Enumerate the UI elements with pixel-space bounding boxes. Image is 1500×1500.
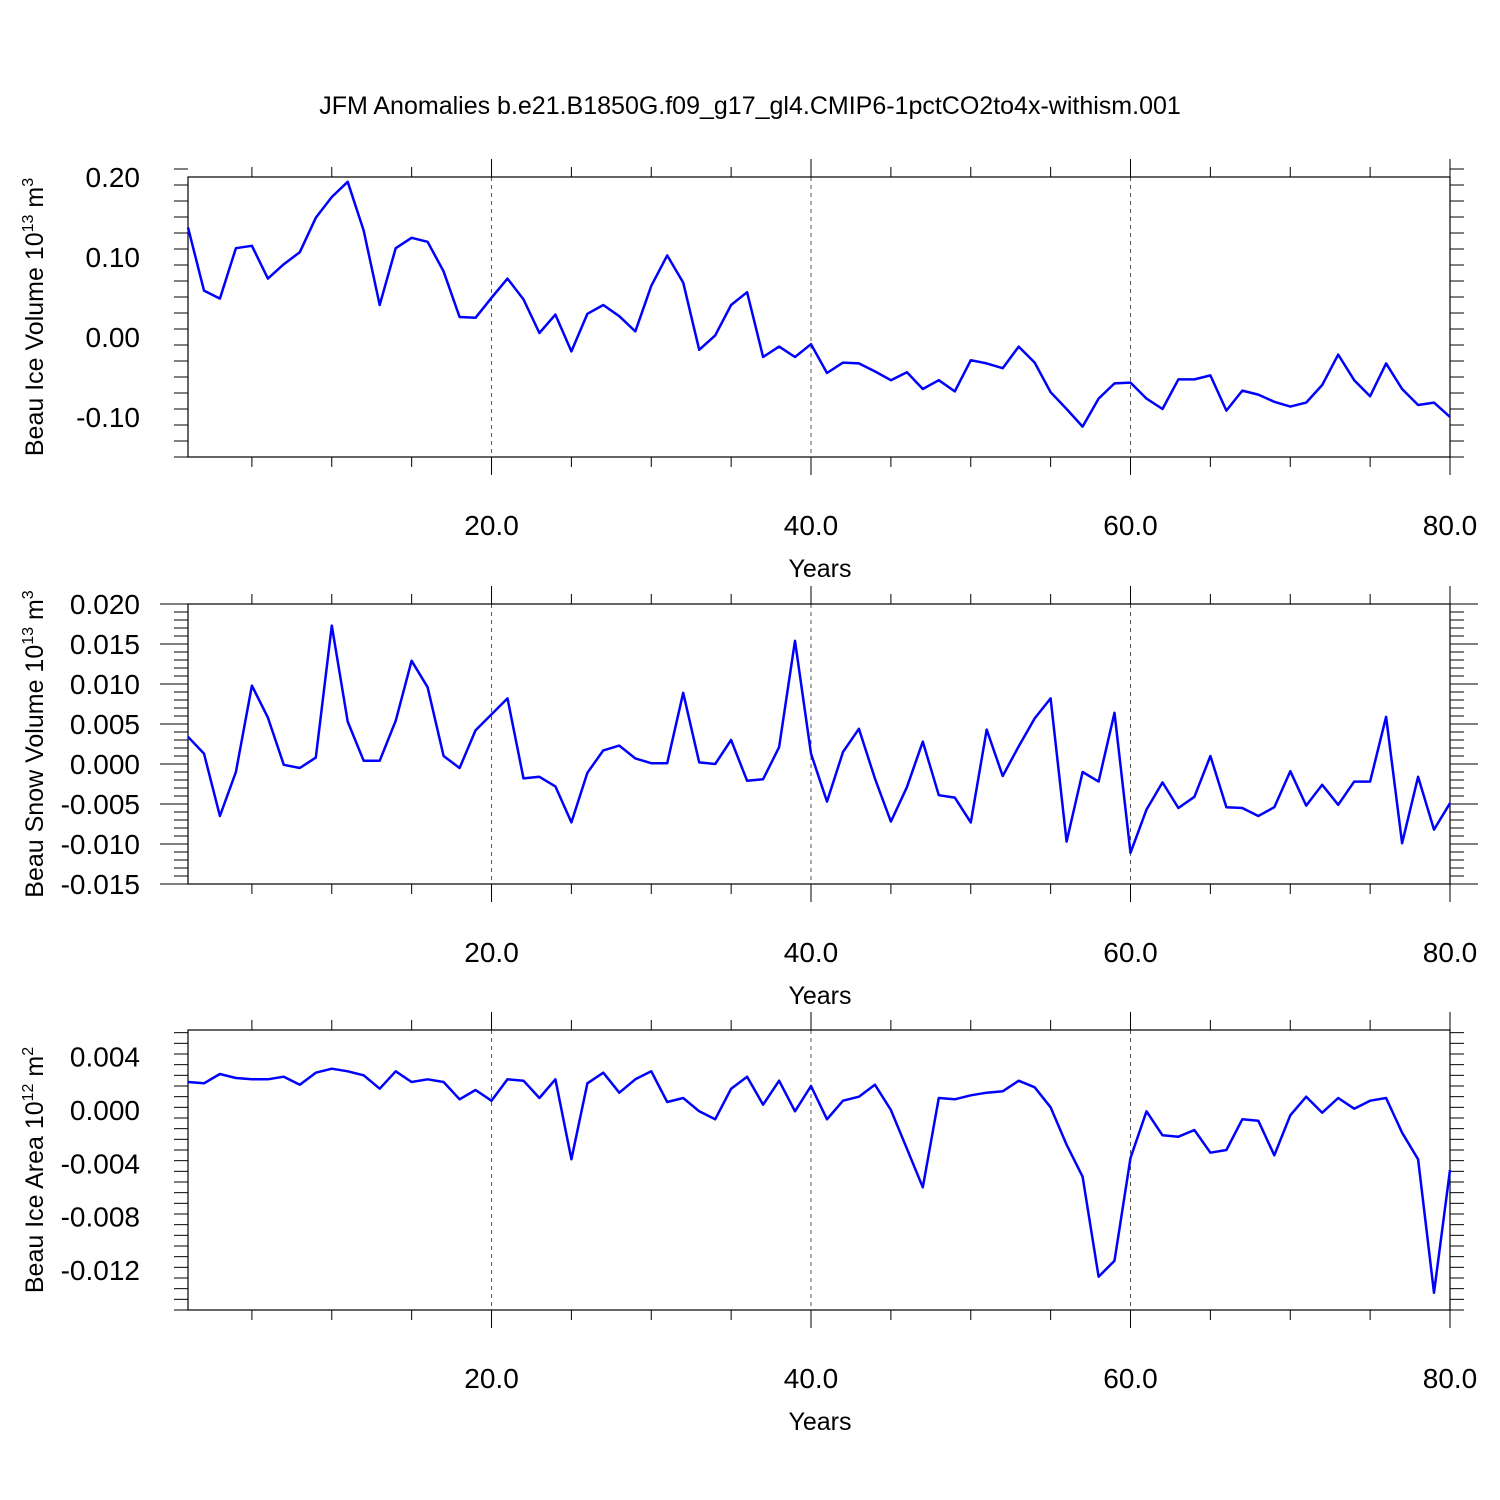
y-axis-title-part: 2 — [20, 1047, 37, 1056]
figure-title: JFM Anomalies b.e21.B1850G.f09_g17_gl4.C… — [319, 92, 1181, 120]
y-tick-label: -0.008 — [61, 1202, 140, 1233]
panel-snow-volume: 20.0 40.0 60.0 80.0 0.020 0.015 0.010 0.005 0.00… — [20, 586, 1478, 1010]
y-tick-label: 0.010 — [70, 669, 140, 700]
x-tick-label: 80.0 — [1423, 510, 1478, 541]
y-tick-label: 0.10 — [86, 242, 141, 273]
series-line — [186, 180, 1451, 428]
y-axis-title-part: Beau Ice Area 10 — [21, 1101, 49, 1293]
x-tick-label: 20.0 — [464, 937, 519, 968]
x-tick-label: 60.0 — [1103, 510, 1158, 541]
x-axis-title: Years — [788, 982, 851, 1010]
y-axis-title-part: 3 — [20, 178, 37, 187]
y-tick-label: -0.012 — [61, 1255, 140, 1286]
panels: 20.0 40.0 60.0 80.0 0.20 0.10 0.00 -0.10 Years Be… — [20, 159, 1478, 1436]
panel-ice-area: 20.0 40.0 60.0 80.0 0.004 0.000 -0.004 -0.008 -0… — [20, 1012, 1477, 1436]
y-tick-label: 0.000 — [70, 749, 140, 780]
y-axis-title-part: 3 — [20, 590, 37, 599]
y-axis-title-part: m — [21, 1056, 49, 1084]
y-tick-label: -0.005 — [61, 789, 140, 820]
x-axis-title: Years — [788, 1408, 851, 1436]
y-axis-title-part: 12 — [20, 1083, 37, 1101]
y-tick-label: -0.10 — [76, 402, 140, 433]
y-axis-title-part: m — [21, 187, 49, 215]
panel-ice-volume: 20.0 40.0 60.0 80.0 0.20 0.10 0.00 -0.10 Years Be… — [20, 159, 1477, 583]
x-tick-label: 80.0 — [1423, 937, 1478, 968]
y-tick-label: -0.004 — [61, 1148, 140, 1179]
y-tick-label: 0.000 — [70, 1095, 140, 1126]
y-axis-title-part: m — [21, 599, 49, 627]
x-axis-title: Years — [788, 555, 851, 583]
x-tick-label: 80.0 — [1423, 1363, 1478, 1394]
y-tick-label: 0.20 — [86, 162, 141, 193]
x-tick-label: 60.0 — [1103, 937, 1158, 968]
y-axis-title: Beau Ice Area 1012 m2 — [20, 1047, 49, 1293]
y-axis-title: Beau Ice Volume 1013 m3 — [20, 178, 49, 456]
y-axis-title-part: 13 — [20, 627, 37, 645]
y-tick-label: 0.005 — [70, 709, 140, 740]
x-tick-label: 20.0 — [464, 1363, 519, 1394]
x-tick-label: 40.0 — [784, 937, 839, 968]
x-tick-label: 40.0 — [784, 510, 839, 541]
y-tick-label: 0.00 — [86, 322, 141, 353]
y-axis-title: Beau Snow Volume 1013 m3 — [20, 590, 49, 898]
y-axis-title-part: Beau Snow Volume 10 — [21, 645, 49, 898]
series-line — [187, 624, 1452, 855]
plot-frame — [187, 176, 1451, 458]
y-tick-label: -0.015 — [61, 869, 140, 900]
y-tick-label: -0.010 — [61, 829, 140, 860]
y-tick-label: 0.020 — [70, 589, 140, 620]
x-tick-label: 40.0 — [784, 1363, 839, 1394]
x-tick-label: 60.0 — [1103, 1363, 1158, 1394]
y-axis-title-part: 13 — [20, 214, 37, 232]
y-axis-title-part: Beau Ice Volume 10 — [21, 232, 49, 456]
series-line — [187, 1067, 1452, 1294]
y-tick-label: 0.015 — [70, 629, 140, 660]
y-tick-label: 0.004 — [70, 1042, 140, 1073]
x-tick-label: 20.0 — [464, 510, 519, 541]
plot-frame — [187, 603, 1451, 885]
